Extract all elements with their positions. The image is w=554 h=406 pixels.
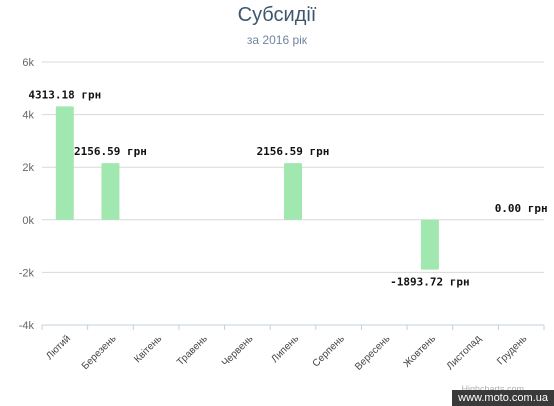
data-label: 0.00 грн xyxy=(495,202,548,215)
bar xyxy=(284,163,302,220)
y-tick-label: -2k xyxy=(19,267,35,279)
bar xyxy=(420,219,439,270)
x-category-label: Червень xyxy=(220,333,256,369)
x-category-label: Травень xyxy=(175,333,210,368)
x-category-label: Серпень xyxy=(311,333,347,369)
y-tick-label: 0k xyxy=(22,215,34,227)
y-tick-label: -4k xyxy=(19,320,35,332)
chart-title: Субсидії xyxy=(237,4,317,26)
bar xyxy=(101,163,120,220)
data-label: 2156.59 грн xyxy=(74,145,147,158)
x-category-label: Жовтень xyxy=(402,333,438,369)
y-tick-label: 6k xyxy=(22,57,34,69)
data-label: 2156.59 грн xyxy=(257,145,330,158)
x-category-label: Березень xyxy=(80,333,119,372)
bar xyxy=(55,106,74,220)
x-category-label: Вересень xyxy=(353,333,392,372)
chart-credits[interactable]: Highcharts.com xyxy=(461,384,524,394)
data-label: 4313.18 грн xyxy=(28,88,101,101)
y-tick-label: 4k xyxy=(22,110,34,122)
x-category-label: Листопад xyxy=(445,333,484,372)
y-tick-label: 2k xyxy=(22,162,34,174)
chart-subtitle: за 2016 рік xyxy=(246,33,308,47)
x-category-label: Липень xyxy=(269,333,301,365)
site-watermark: www.moto.com.ua xyxy=(452,390,554,406)
x-category-label: Квітень xyxy=(132,333,164,365)
data-label: -1893.72 грн xyxy=(390,276,469,289)
x-category-label: Грудень xyxy=(495,333,529,367)
x-category-label: Лютий xyxy=(44,333,73,362)
